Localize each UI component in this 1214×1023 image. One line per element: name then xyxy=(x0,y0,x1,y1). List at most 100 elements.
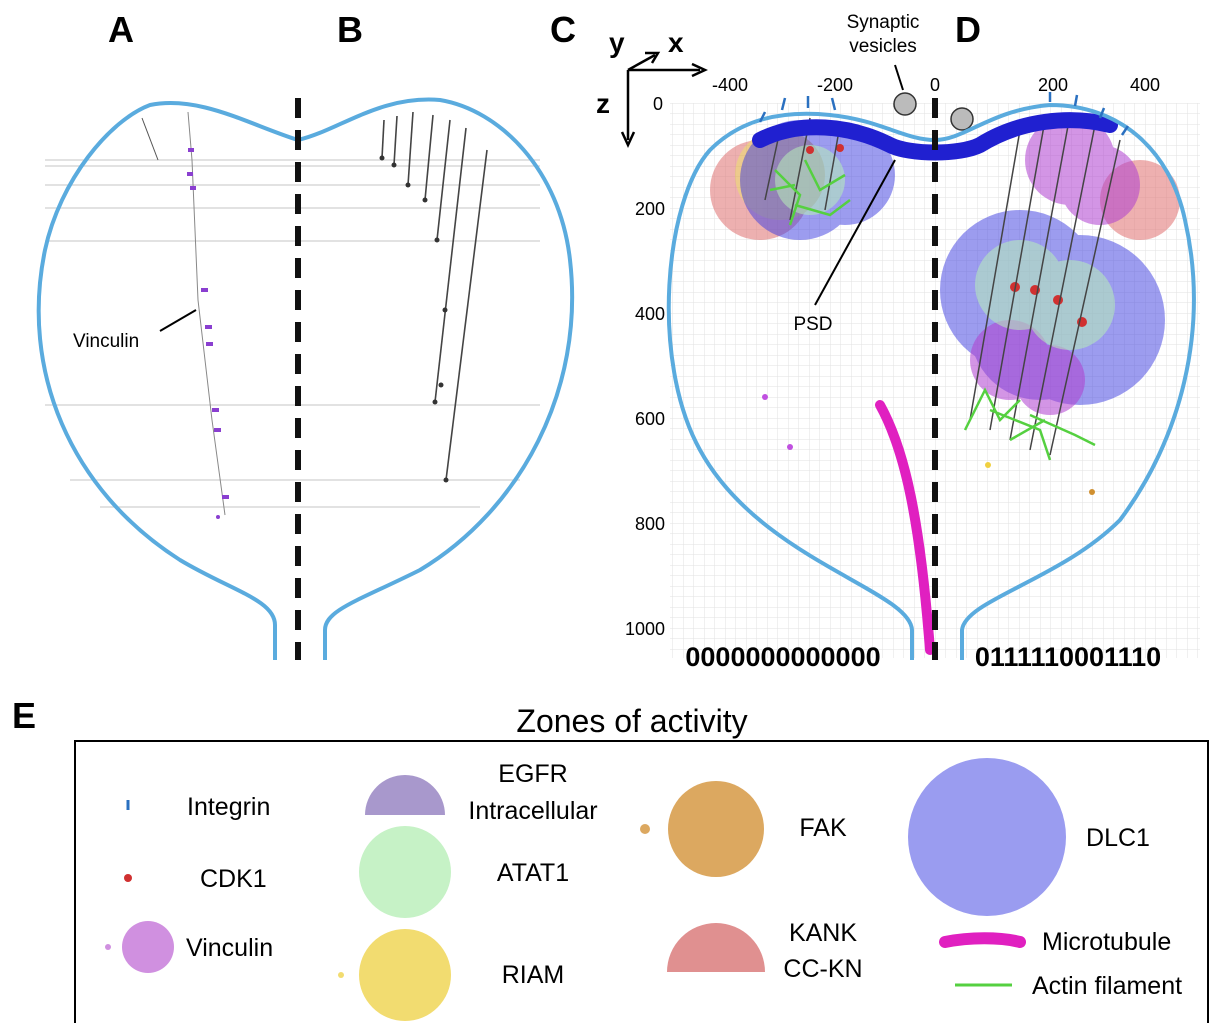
legend-label: KANK xyxy=(789,919,857,947)
shape-circle xyxy=(1089,489,1095,495)
shape-circle xyxy=(406,183,411,188)
legend-label: ATAT1 xyxy=(497,859,569,887)
shape-rect xyxy=(206,342,213,346)
shape-circle xyxy=(124,874,132,882)
shape-circle xyxy=(439,383,444,388)
shape-circle xyxy=(435,238,440,243)
shape-circle xyxy=(392,163,397,168)
shape-line xyxy=(628,55,655,70)
shape-circle xyxy=(1025,260,1115,350)
z-tick-label: 1000 xyxy=(625,619,665,639)
shape-path xyxy=(667,923,765,972)
shape-circle xyxy=(122,921,174,973)
shape-line xyxy=(895,65,903,90)
shape-circle xyxy=(836,144,844,152)
z-tick-label: 600 xyxy=(635,409,665,429)
axis-name: y xyxy=(609,27,625,58)
x-tick-label: 200 xyxy=(1038,75,1068,95)
z-tick-label: 0 xyxy=(653,94,663,114)
shape-path xyxy=(188,112,225,515)
shape-rect xyxy=(190,186,196,190)
shape-path xyxy=(382,120,384,158)
code: 0111110001110 xyxy=(975,642,1161,672)
legend-label: DLC1 xyxy=(1086,824,1150,852)
shape-rect xyxy=(222,495,229,499)
z-tick-label: 800 xyxy=(635,514,665,534)
shape-path xyxy=(425,115,433,200)
annotation: Synaptic xyxy=(847,12,920,33)
x-tick-label: -200 xyxy=(817,75,853,95)
legend-label: FAK xyxy=(799,814,847,842)
shape-circle xyxy=(380,156,385,161)
shape-circle xyxy=(985,462,991,468)
legend-label: CDK1 xyxy=(200,865,267,893)
shape-circle xyxy=(668,781,764,877)
annotation: vesicles xyxy=(849,36,917,57)
legend-label: RIAM xyxy=(502,961,565,989)
shape-rect xyxy=(187,172,193,176)
shape-path xyxy=(446,150,487,480)
shape-circle xyxy=(433,400,438,405)
x-tick-label: 0 xyxy=(930,75,940,95)
panel-cd: y x z -400 -200 0 200 400 0 200 400 600 … xyxy=(596,12,1200,672)
shape-g xyxy=(380,156,449,483)
shape-circle xyxy=(787,444,793,450)
annotation: Vinculin xyxy=(73,331,139,352)
shape-circle xyxy=(216,515,220,519)
legend-label: Integrin xyxy=(187,793,270,821)
shape-circle xyxy=(1060,145,1140,225)
shape-path xyxy=(365,775,445,815)
shape-circle xyxy=(762,394,768,400)
shape-rect xyxy=(205,325,212,329)
shape-circle xyxy=(894,93,916,115)
shape-path xyxy=(437,120,450,240)
legend-label: Microtubule xyxy=(1042,928,1171,956)
panel-label: B xyxy=(337,9,363,50)
shape-path xyxy=(408,112,413,185)
shape-circle xyxy=(951,108,973,130)
z-tick-label: 200 xyxy=(635,199,665,219)
panel-label: E xyxy=(12,695,36,736)
shape-path xyxy=(945,938,1020,942)
legend-label: EGFR xyxy=(498,760,567,788)
shape-path xyxy=(394,116,397,165)
legend-label: Vinculin xyxy=(186,934,273,962)
shape-g xyxy=(187,148,229,519)
shape-circle xyxy=(423,198,428,203)
shape-circle xyxy=(359,929,451,1021)
x-tick-label: 400 xyxy=(1130,75,1160,95)
panel-label: A xyxy=(108,9,134,50)
shape-circle xyxy=(1053,295,1063,305)
figure: A B C D E Vinculin xyxy=(0,0,1214,1023)
shape-g xyxy=(382,112,487,480)
shape-circle xyxy=(359,826,451,918)
legend-label: Actin filament xyxy=(1032,972,1182,1000)
panel-label: C xyxy=(550,9,576,50)
shape-circle xyxy=(105,944,111,950)
shape-circle xyxy=(338,972,344,978)
annotation: PSD xyxy=(793,314,832,335)
shape-circle xyxy=(640,824,650,834)
shape-circle xyxy=(908,758,1066,916)
shape-rect xyxy=(214,428,221,432)
shape-rect xyxy=(212,408,219,412)
code: 0000000000000 xyxy=(685,642,880,672)
shape-circle xyxy=(444,478,449,483)
shape-rect xyxy=(201,288,208,292)
shape-path xyxy=(142,118,158,160)
legend-label: Intracellular xyxy=(468,797,597,825)
shape-circle xyxy=(443,308,448,313)
panel-label: D xyxy=(955,9,981,50)
legend: Zones of activity Integrin CDK1 Vinculin… xyxy=(75,703,1208,1023)
panel-ab: Vinculin xyxy=(39,98,572,660)
shape-circle xyxy=(806,146,814,154)
shape-path xyxy=(39,100,572,660)
x-tick-label: -400 xyxy=(712,75,748,95)
legend-label: CC-KN xyxy=(783,955,862,983)
axis-name: z xyxy=(596,88,610,119)
legend-title: Zones of activity xyxy=(516,703,747,739)
shape-line xyxy=(160,310,196,331)
z-tick-label: 400 xyxy=(635,304,665,324)
shape-rect xyxy=(188,148,194,152)
axis-name: x xyxy=(668,27,684,58)
